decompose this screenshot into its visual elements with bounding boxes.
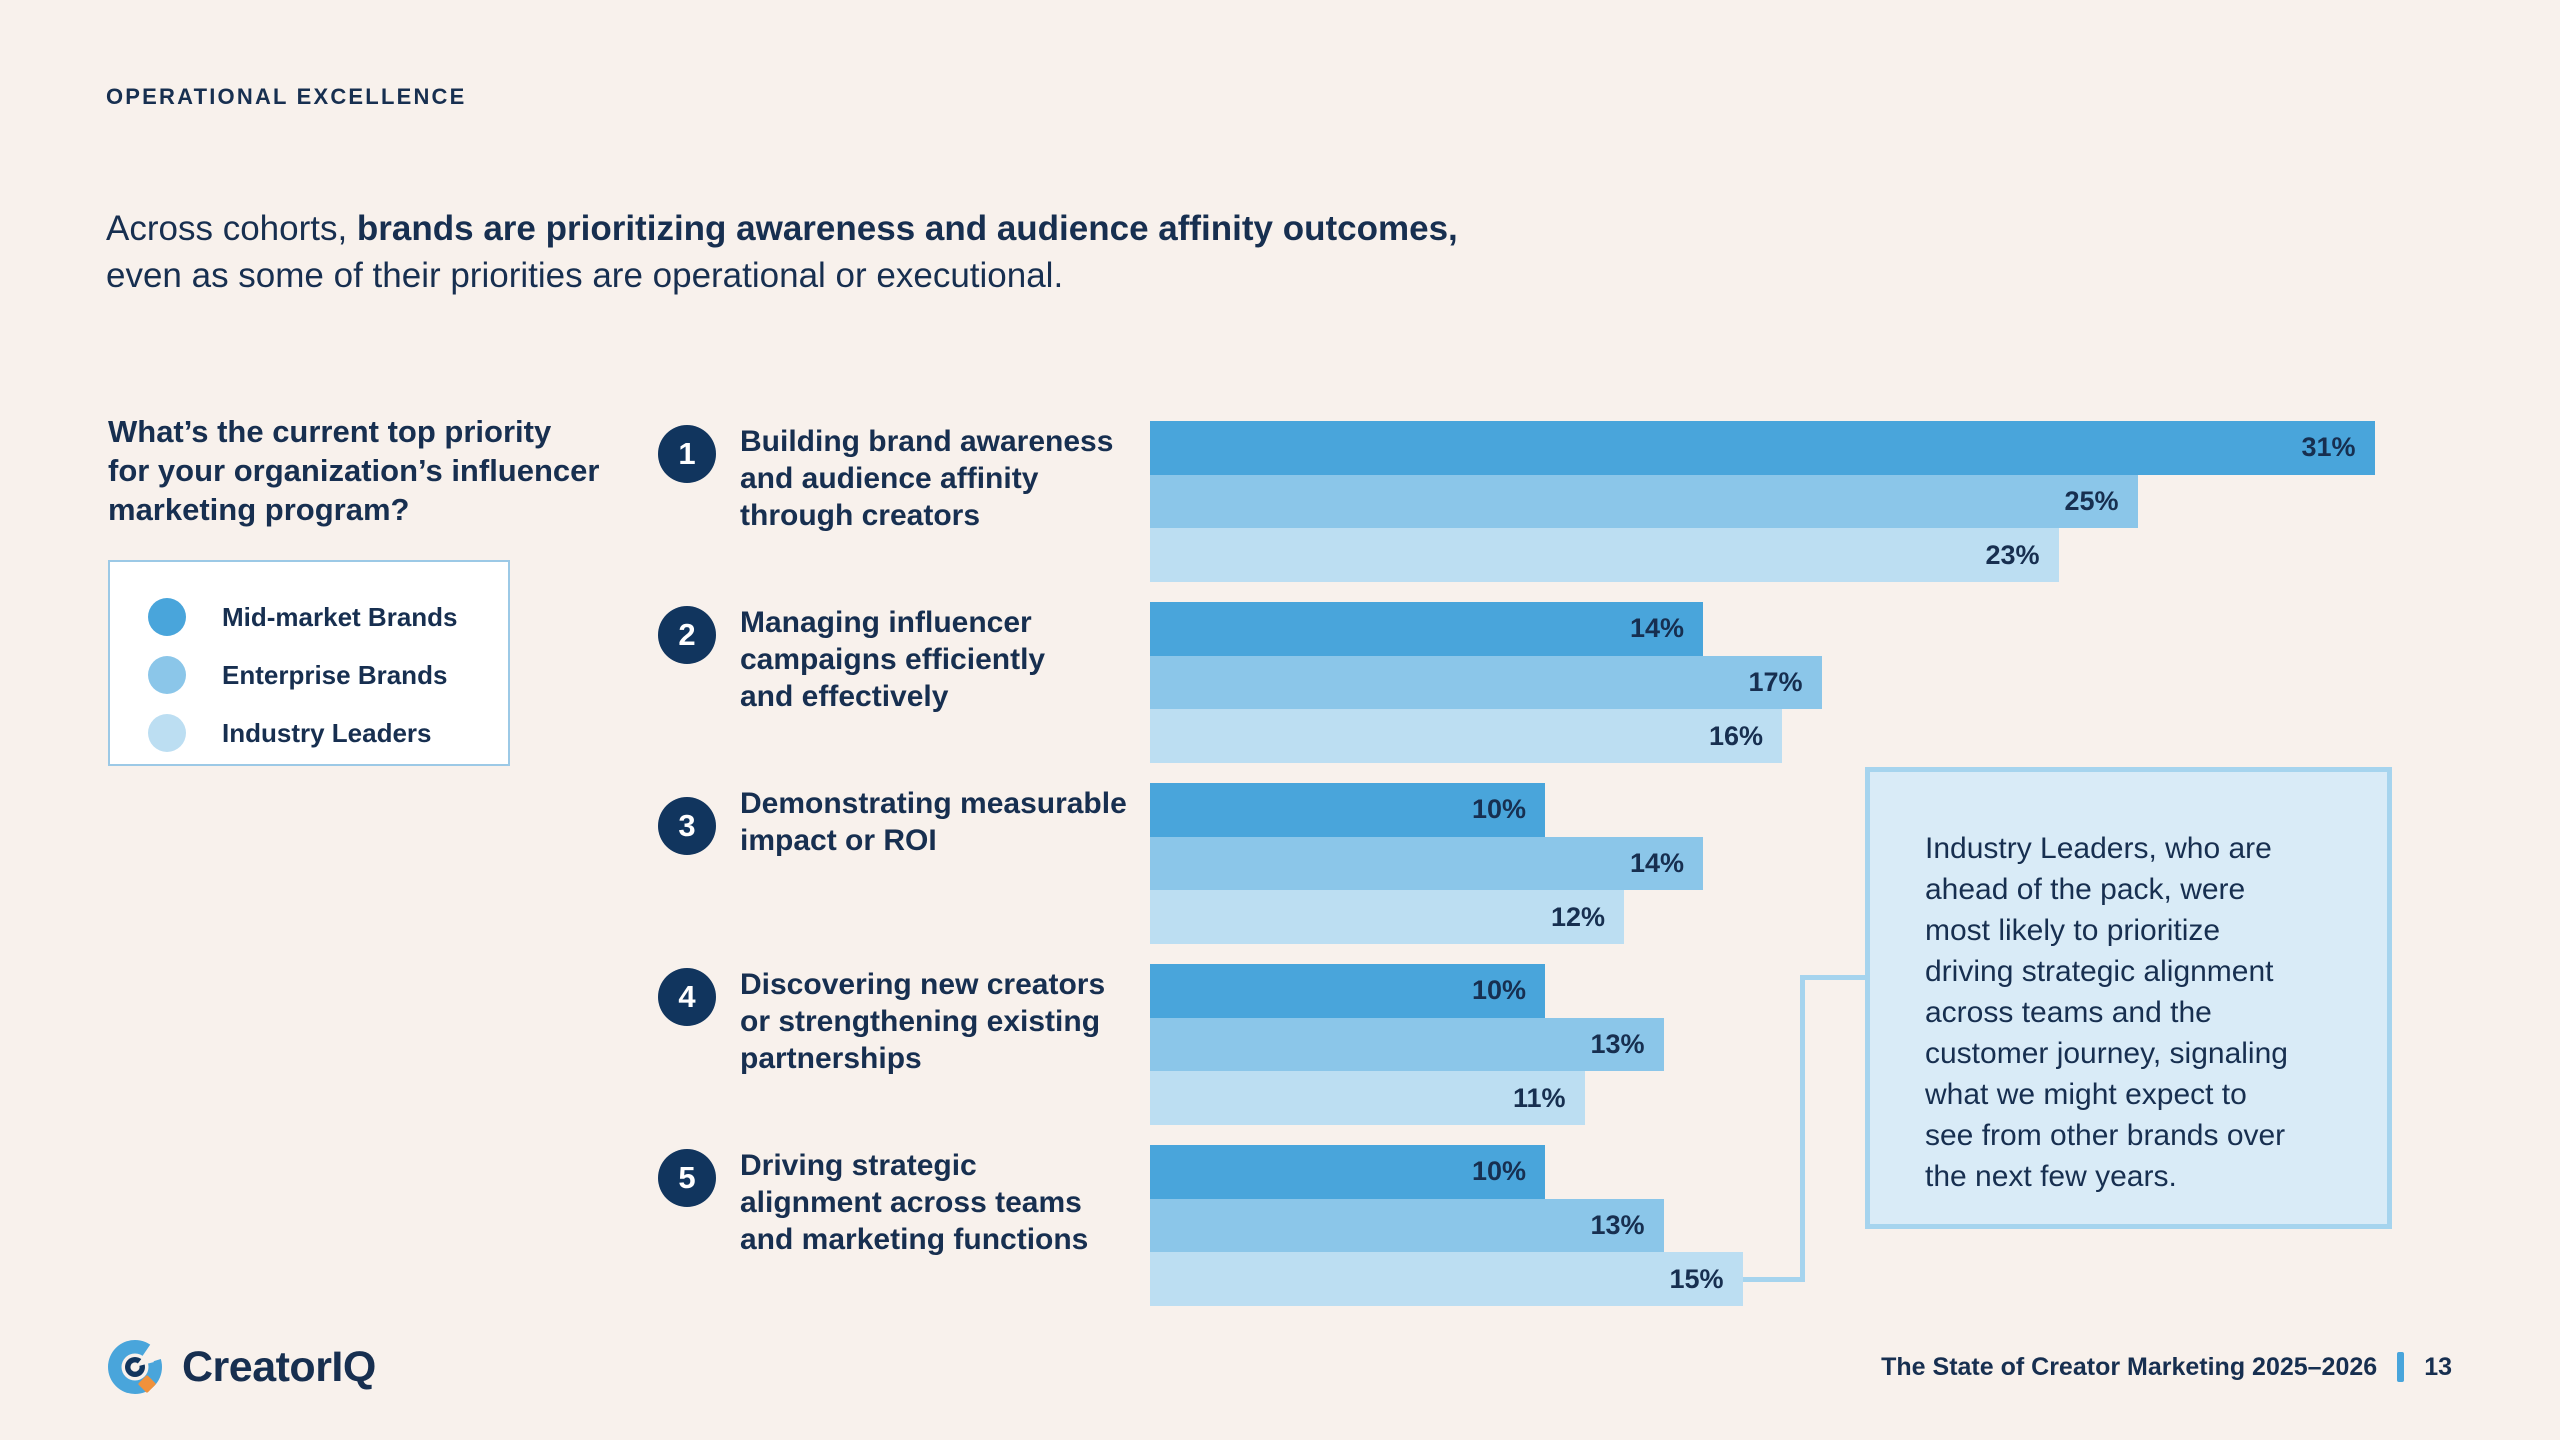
callout-connector-line xyxy=(1743,1277,1805,1282)
legend-item-label: Enterprise Brands xyxy=(222,659,448,690)
heading-prefix: Across cohorts, xyxy=(106,209,357,248)
eyebrow-label: OPERATIONAL EXCELLENCE xyxy=(106,84,467,109)
rank-badge: 5 xyxy=(658,1149,716,1207)
bar-industry-leaders: 12% xyxy=(1150,890,1624,944)
bar-industry-leaders: 23% xyxy=(1150,528,2059,582)
bar-cluster: 14% 17% 16% xyxy=(1150,602,1822,763)
bar-enterprise-brands: 13% xyxy=(1150,1198,1664,1253)
chart-group-row: 1 Building brand awareness and audience … xyxy=(658,421,2398,582)
priority-label: Building brand awareness and audience af… xyxy=(740,425,1114,532)
rank-badge: 4 xyxy=(658,968,716,1026)
bar-industry-leaders: 15% xyxy=(1150,1252,1743,1306)
footer-separator-bar xyxy=(2397,1352,2405,1382)
bar-chart: 1 Building brand awareness and audience … xyxy=(658,421,2398,1326)
priority-label: Driving strategic alignment across teams… xyxy=(740,1149,1089,1256)
bar-industry-leaders: 16% xyxy=(1150,709,1782,763)
chart-legend: Mid-market Brands Enterprise Brands Indu… xyxy=(108,560,510,766)
callout-box: Industry Leaders, who are ahead of the p… xyxy=(1865,767,2392,1229)
bar-industry-leaders: 11% xyxy=(1150,1071,1585,1125)
bar-mid-market-brands: 31% xyxy=(1150,421,2375,475)
bar-enterprise-brands: 17% xyxy=(1150,655,1822,710)
bar-cluster: 31% 25% 23% xyxy=(1150,421,2375,582)
chart-group-row: 4 Discovering new creators or strengthen… xyxy=(658,964,2398,1125)
priority-label: Managing influencer campaigns efficientl… xyxy=(740,606,1046,713)
chart-group-row: 2 Managing influencer campaigns efficien… xyxy=(658,602,2398,763)
priority-label: Discovering new creators or strengthenin… xyxy=(740,968,1106,1075)
priority-label: Demonstrating measurable impact or ROI xyxy=(740,787,1127,857)
legend-item: Industry Leaders xyxy=(148,704,508,762)
rank-badge: 2 xyxy=(658,606,716,664)
bar-enterprise-brands: 14% xyxy=(1150,836,1703,891)
footer-meta: The State of Creator Marketing 2025–2026… xyxy=(1881,1352,2452,1382)
rank-badge: 1 xyxy=(658,425,716,483)
chart-group-row: 5 Driving strategic alignment across tea… xyxy=(658,1145,2398,1306)
legend-item-label: Mid-market Brands xyxy=(222,601,458,632)
legend-item: Enterprise Brands xyxy=(148,646,508,704)
callout-connector-line xyxy=(1800,975,1865,980)
bar-mid-market-brands: 10% xyxy=(1150,783,1545,837)
bar-enterprise-brands: 25% xyxy=(1150,474,2138,529)
chart-group-row: 3 Demonstrating measurable impact or ROI… xyxy=(658,783,2398,944)
heading-bold: brands are prioritizing awareness and au… xyxy=(356,209,1458,248)
legend-color-dot xyxy=(148,656,186,694)
page-title: Across cohorts, brands are prioritizing … xyxy=(106,205,1458,299)
brand-logo: CreatorIQ xyxy=(106,1338,376,1396)
bar-mid-market-brands: 10% xyxy=(1150,1145,1545,1199)
bar-enterprise-brands: 13% xyxy=(1150,1017,1664,1072)
bar-mid-market-brands: 10% xyxy=(1150,964,1545,1018)
survey-question: What’s the current top priority for your… xyxy=(108,414,600,527)
legend-color-dot xyxy=(148,598,186,636)
bar-mid-market-brands: 14% xyxy=(1150,602,1703,656)
heading-line2: even as some of their priorities are ope… xyxy=(106,256,1064,295)
legend-color-dot xyxy=(148,714,186,752)
legend-item-label: Industry Leaders xyxy=(222,717,432,748)
callout-connector-line xyxy=(1800,975,1805,1282)
rank-badge: 3 xyxy=(658,797,716,855)
creatoriq-logo-icon xyxy=(108,1340,164,1394)
report-title: The State of Creator Marketing 2025–2026 xyxy=(1881,1352,2378,1381)
bar-cluster: 10% 13% 11% xyxy=(1150,964,1664,1125)
page-number: 13 xyxy=(2424,1352,2452,1381)
legend-item: Mid-market Brands xyxy=(148,588,508,646)
bar-cluster: 10% 13% 15% xyxy=(1150,1145,1743,1306)
bar-cluster: 10% 14% 12% xyxy=(1150,783,1703,944)
brand-wordmark: CreatorIQ xyxy=(182,1342,376,1391)
